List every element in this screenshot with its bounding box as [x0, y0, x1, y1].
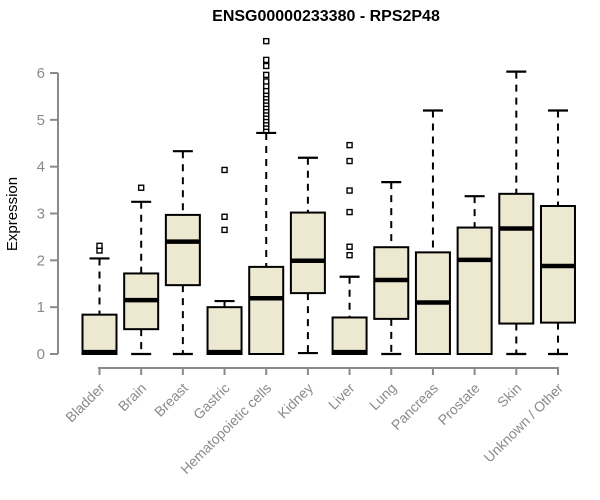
- y-tick-label: 5: [37, 112, 45, 129]
- boxplot-kidney: [289, 156, 326, 355]
- chart-title: ENSG00000233380 - RPS2P48: [212, 8, 440, 25]
- x-category-label: Kidney: [274, 380, 316, 422]
- y-tick-label: 3: [37, 206, 45, 223]
- y-axis-title: Expression: [4, 177, 21, 251]
- outlier-point: [263, 37, 270, 45]
- iqr-box: [248, 265, 285, 356]
- y-tick-label: 1: [37, 299, 45, 316]
- boxplot-brain: [123, 184, 160, 356]
- iqr-box: [498, 192, 535, 325]
- iqr-box: [289, 211, 326, 295]
- iqr-box: [373, 246, 410, 320]
- y-tick-label: 2: [37, 252, 45, 269]
- outlier-point: [221, 166, 228, 174]
- x-category-label: Brain: [115, 380, 149, 414]
- outlier-point: [263, 78, 270, 85]
- x-category-label: Bladder: [62, 380, 108, 426]
- y-axis: 0 1 2 3 4 5 6: [37, 65, 59, 363]
- outlier-point: [346, 157, 353, 165]
- iqr-box: [206, 306, 243, 355]
- y-tick-label: 0: [37, 346, 45, 363]
- outlier-point: [263, 62, 270, 70]
- iqr-box: [456, 226, 493, 355]
- x-category-label: Prostate: [435, 380, 483, 428]
- outlier-point: [263, 56, 270, 64]
- outlier-point: [346, 141, 353, 149]
- y-tick-label: 6: [37, 65, 45, 82]
- boxplot-liver: [331, 141, 368, 355]
- x-category-label: Lung: [366, 380, 399, 413]
- outlier-point: [346, 187, 353, 194]
- boxplot-bladder: [81, 242, 118, 356]
- outlier-point: [346, 251, 353, 259]
- boxplot-hematopoietic-cells: [248, 37, 285, 356]
- x-category-label: Breast: [151, 380, 191, 420]
- iqr-box: [331, 316, 368, 355]
- iqr-box: [164, 213, 201, 287]
- boxplot-pancreas: [414, 109, 451, 356]
- boxplot-skin: [498, 70, 535, 356]
- outlier-point: [221, 226, 228, 234]
- boxplot-gastric: [206, 166, 243, 355]
- boxplot-breast: [164, 150, 201, 356]
- boxplot-prostate: [456, 195, 493, 355]
- boxplot-unknown-other: [539, 109, 576, 356]
- y-tick-label: 4: [37, 159, 45, 176]
- x-category-label: Liver: [325, 380, 358, 413]
- boxplot-lung: [373, 181, 410, 356]
- outlier-point: [263, 71, 270, 79]
- x-category-label: Skin: [494, 380, 525, 411]
- outlier-point: [221, 213, 228, 220]
- outlier-point: [346, 243, 353, 250]
- outlier-point: [346, 208, 353, 216]
- boxplots: [81, 37, 576, 356]
- x-category-label: Unknown / Other: [480, 380, 566, 466]
- iqr-box: [81, 313, 118, 356]
- outlier-point: [96, 242, 103, 250]
- outlier-point: [137, 184, 145, 191]
